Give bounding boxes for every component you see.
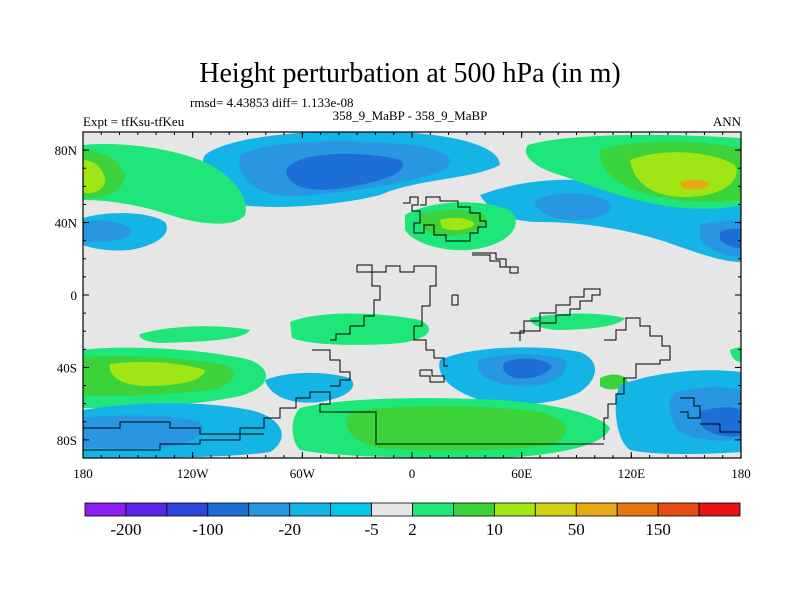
contour-n-atlantic-mid <box>83 220 132 243</box>
contour-tropical-east2 <box>530 313 625 330</box>
colorbar-swatch <box>657 502 700 517</box>
x-tick-label: 60E <box>511 466 532 481</box>
colorbar-swatch <box>698 502 741 517</box>
colorbar-swatch <box>534 502 577 517</box>
y-tick-label: 0 <box>71 288 78 303</box>
colorbar-swatch <box>412 502 454 517</box>
x-tick-label: 180 <box>731 466 751 481</box>
colorbar-swatch <box>207 502 250 517</box>
colorbar-swatch <box>575 502 618 517</box>
contour-sw-east-light <box>265 372 354 403</box>
experiment-label: Expt = tfKsu-tfKeu <box>83 114 185 129</box>
y-tick-label: 40S <box>57 360 77 375</box>
colorbar-swatch <box>371 502 413 517</box>
contour-ne-mid <box>535 193 611 220</box>
contour-tropical-east <box>139 326 250 343</box>
coastline-island <box>451 294 459 306</box>
coastline-africa <box>357 264 448 367</box>
contour-ne-core <box>680 179 710 190</box>
colorbar-swatch <box>289 502 332 517</box>
chart-title: Height perturbation at 500 hPa (in m) <box>199 58 620 89</box>
colorbar-label: -100 <box>192 520 223 539</box>
colorbar-label: 150 <box>645 520 671 539</box>
coastline-outlines <box>83 196 741 451</box>
colorbar-swatch <box>166 502 209 517</box>
x-tick-label: 180 <box>73 466 93 481</box>
contour-sw-mid <box>83 415 204 449</box>
coastline-asia-south <box>510 288 601 341</box>
coastline-se-africa <box>419 369 445 383</box>
colorbar-swatch <box>453 502 495 517</box>
x-tick-label: 0 <box>409 466 416 481</box>
coastline-west-africa <box>330 265 381 341</box>
contour-se-low <box>700 407 741 437</box>
map-panel <box>83 132 741 458</box>
colorbar-swatch <box>84 502 127 517</box>
axes: 180 120W 60W 0 60E 120E 180 80N 40N 0 40S 80S <box>55 132 751 481</box>
contour-ne-yellowgreen <box>630 152 737 198</box>
colorbar-label: 2 <box>408 520 417 539</box>
contour-nw-core <box>83 160 105 194</box>
contour-europe-core <box>440 217 475 231</box>
y-tick-label: 40N <box>55 216 78 231</box>
contour-far-east-low <box>720 228 741 248</box>
x-tick-label: 60W <box>290 466 316 481</box>
coastline-southern <box>83 391 604 445</box>
season-label: ANN <box>713 114 742 129</box>
contour-s-ocean-green <box>346 406 567 451</box>
contour-se-spot <box>730 347 741 362</box>
colorbar-label: -20 <box>278 520 301 539</box>
x-tick-label: 120W <box>177 466 210 481</box>
contour-nw-high <box>83 143 246 224</box>
y-tick-label: 80N <box>55 143 78 158</box>
contour-tropical-high <box>290 313 429 345</box>
colorbar-label: 10 <box>486 520 503 539</box>
colorbar-label: -5 <box>364 520 378 539</box>
contour-s-indian-low <box>503 358 552 379</box>
colorbar-swatch <box>493 502 536 517</box>
colorbar-swatch <box>616 502 659 517</box>
colorbar-swatch <box>330 502 372 517</box>
coastline-antarctic-edge <box>83 433 264 451</box>
y-tick-label: 80S <box>57 433 77 448</box>
coastline-mid-south <box>312 349 351 387</box>
colorbar-swatch <box>125 502 168 517</box>
case-label: 358_9_MaBP - 358_9_MaBP <box>333 108 488 123</box>
coastline-se-edge <box>700 423 741 433</box>
colorbar-label: 50 <box>568 520 585 539</box>
coastline-east <box>603 317 671 440</box>
x-tick-label: 120E <box>618 466 646 481</box>
coastline-europe <box>403 196 487 242</box>
colorbar: -200 -100 -20 -5 2 10 50 150 <box>84 502 741 539</box>
colorbar-swatch <box>248 502 291 517</box>
contour-n-pacific-low <box>286 153 404 190</box>
coastline-middle-east <box>472 252 519 274</box>
coastline-se-small <box>680 397 701 419</box>
stats-text: rmsd= 4.43853 diff= 1.133e-08 <box>190 95 354 110</box>
colorbar-label: -200 <box>110 520 141 539</box>
contour-s-pacific-core <box>109 362 205 386</box>
